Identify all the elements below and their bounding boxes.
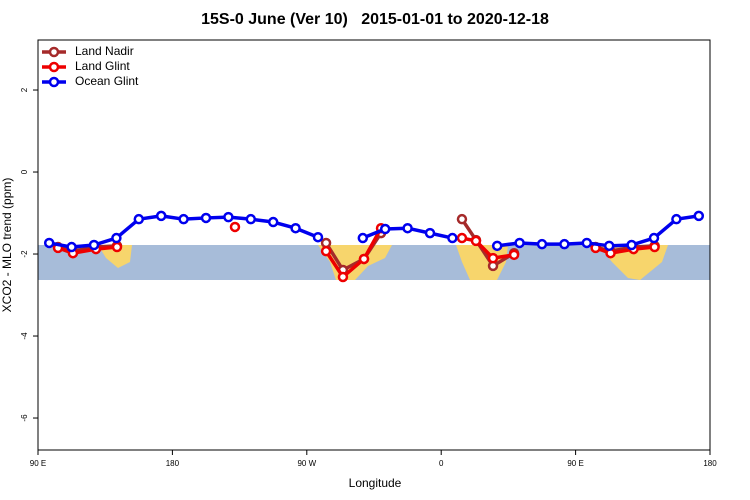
legend-label: Land Glint (75, 59, 130, 73)
point (648, 232, 660, 244)
point (320, 245, 332, 257)
point (267, 216, 279, 228)
point (603, 240, 615, 252)
point (491, 240, 503, 252)
point (111, 232, 122, 244)
point (447, 232, 458, 244)
point (290, 222, 301, 234)
point (508, 249, 520, 261)
point (581, 237, 593, 249)
x-tick-label: 90 W (297, 459, 316, 468)
point (155, 210, 167, 222)
point (245, 213, 257, 225)
point (178, 213, 189, 225)
point (320, 237, 332, 249)
point (43, 237, 55, 249)
y-axis-label: XCO2 - MLO trend (ppm) (0, 178, 14, 313)
point (402, 222, 413, 234)
point (66, 241, 77, 253)
point (536, 238, 548, 250)
point (626, 239, 637, 251)
point (111, 241, 123, 253)
x-tick-label: 90 E (30, 459, 46, 468)
plot-frame (37, 39, 711, 451)
point (424, 227, 436, 239)
y-tick-label: -2 (20, 250, 29, 258)
y-tick-label: -4 (20, 332, 29, 340)
point (559, 238, 570, 250)
point (470, 235, 482, 247)
legend-marker (48, 76, 60, 88)
point (379, 223, 391, 235)
point (223, 211, 234, 223)
point (693, 210, 705, 222)
legend-marker (48, 61, 60, 73)
point (133, 213, 145, 225)
point (514, 237, 525, 249)
point (456, 213, 468, 225)
x-tick-label: 90 E (567, 459, 583, 468)
y-tick-label: -6 (20, 414, 29, 422)
point (487, 252, 499, 264)
point (229, 221, 241, 233)
y-tick-label: 0 (20, 169, 29, 174)
y-tick-label: 2 (20, 87, 29, 92)
point (649, 241, 660, 253)
point (357, 232, 369, 244)
point (88, 239, 100, 251)
point (200, 212, 212, 224)
legend-label: Ocean Glint (75, 74, 139, 88)
point (671, 213, 682, 225)
x-tick-label: 180 (703, 459, 717, 468)
x-tick-label: 0 (439, 459, 444, 468)
series-line (57, 218, 655, 272)
legend-label: Land Nadir (75, 44, 134, 58)
point (358, 253, 370, 265)
series-line (57, 227, 655, 279)
chart-title: 15S-0 June (Ver 10) 2015-01-01 to 2020-1… (201, 11, 549, 28)
point (456, 232, 468, 244)
x-axis-label: Longitude (349, 476, 402, 490)
point (337, 271, 349, 283)
legend-marker (48, 46, 60, 58)
point (312, 231, 324, 243)
x-tick-label: 180 (166, 459, 180, 468)
